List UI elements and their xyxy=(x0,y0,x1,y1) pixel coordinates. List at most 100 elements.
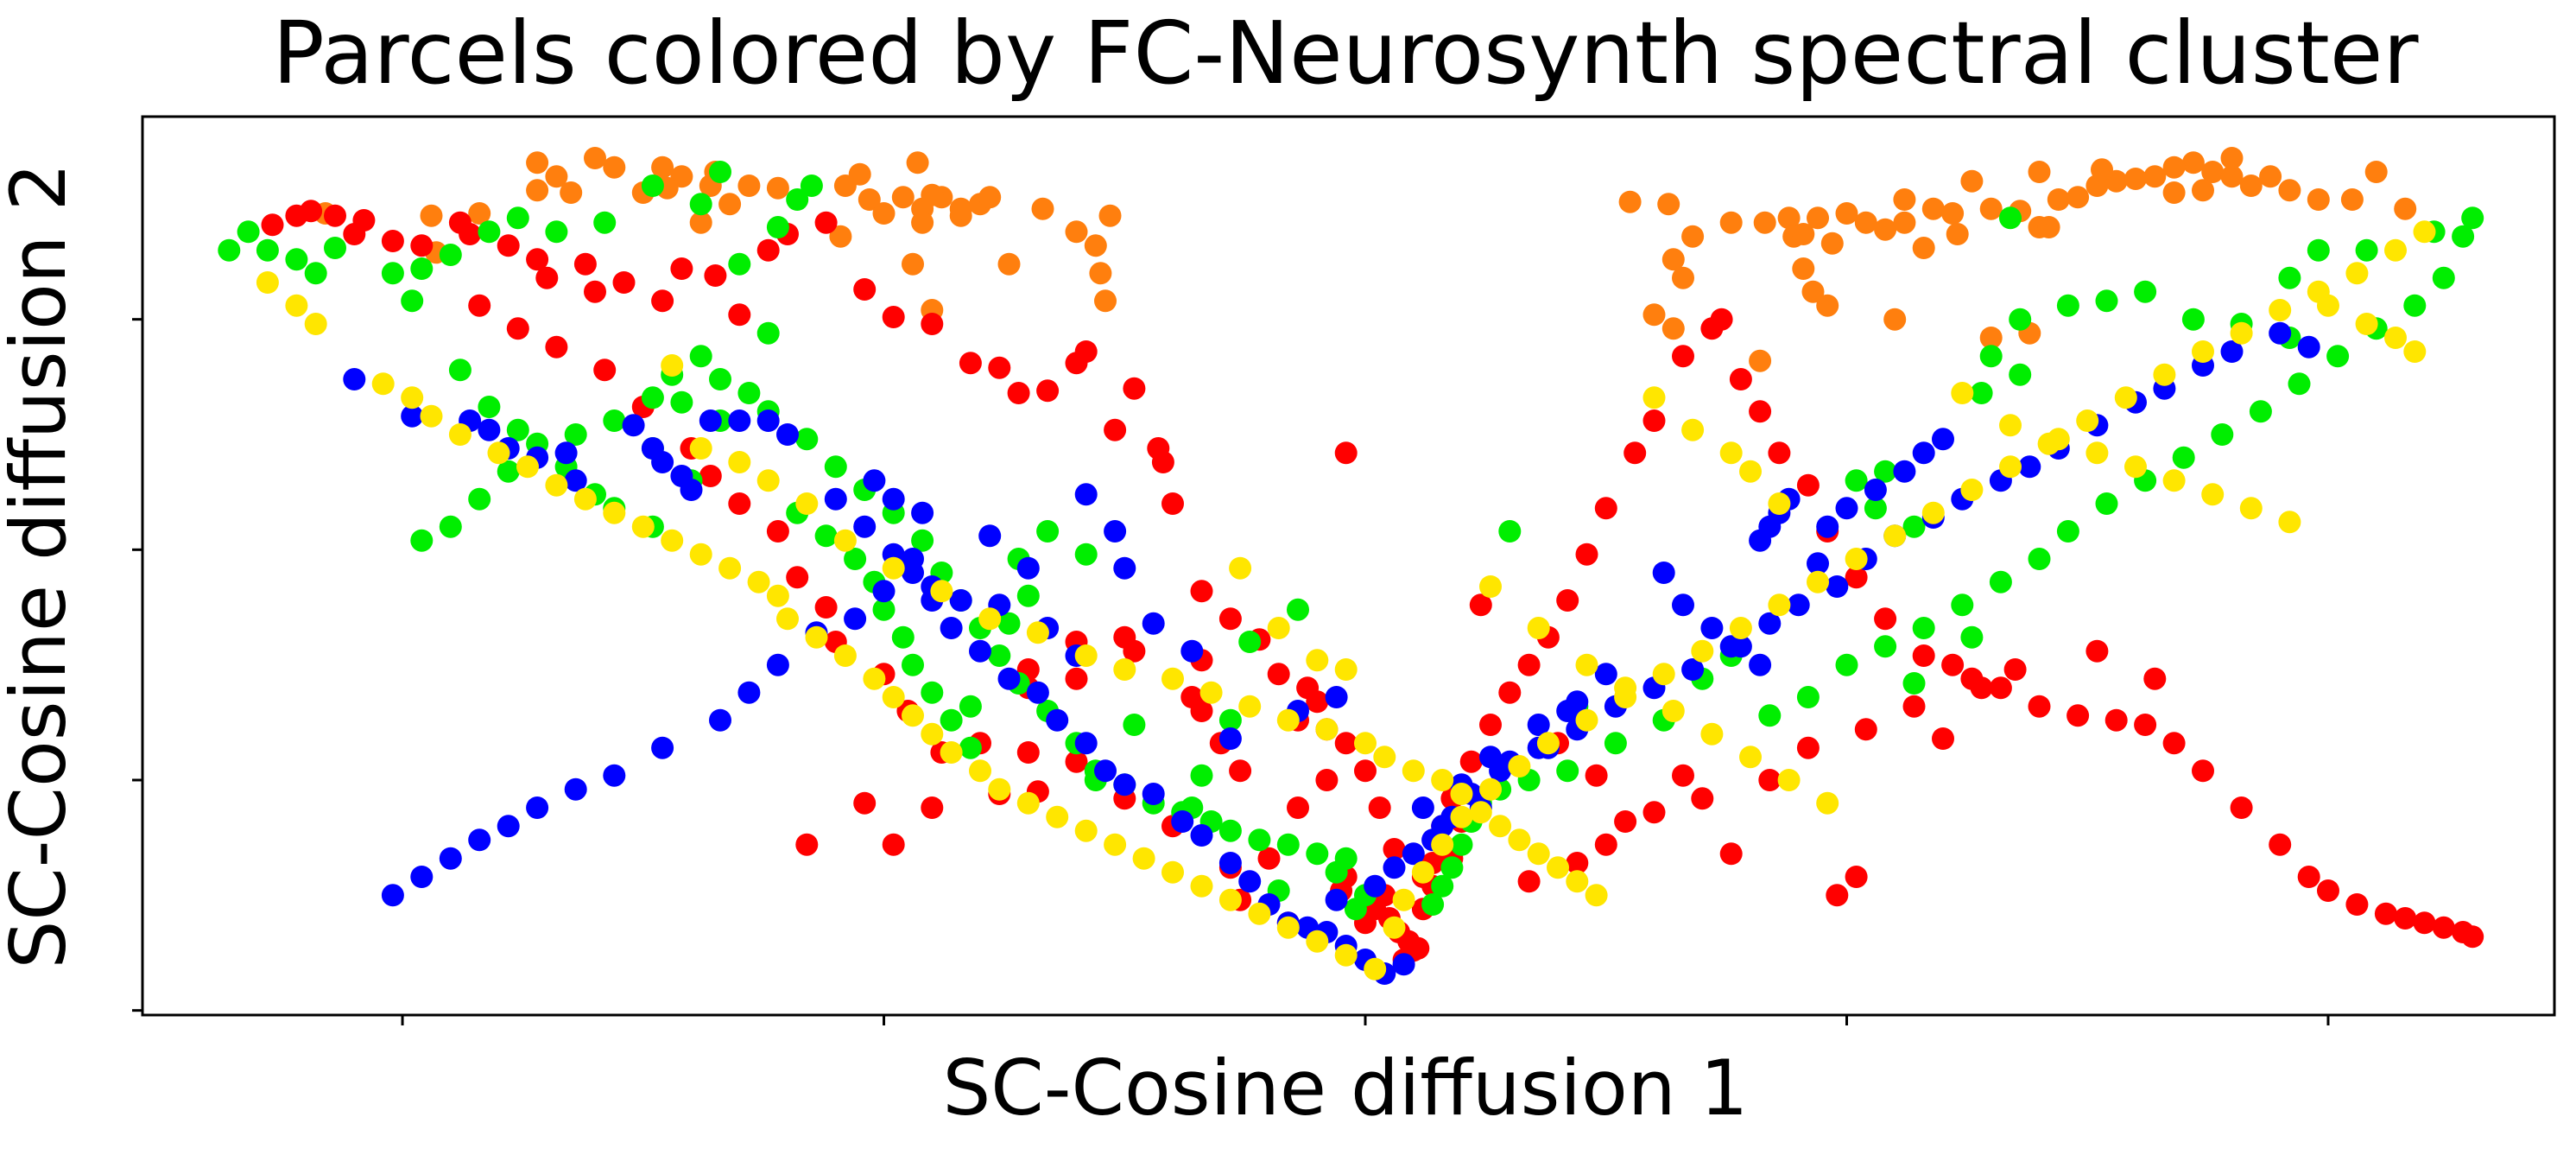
data-point-blue xyxy=(1171,810,1194,833)
data-point-orange xyxy=(2307,188,2330,211)
data-point-orange xyxy=(1065,220,1088,244)
data-point-orange xyxy=(468,202,491,225)
data-point-blue xyxy=(401,404,424,428)
data-point-green xyxy=(545,220,568,244)
data-point-yellow xyxy=(1575,653,1598,676)
data-point-green xyxy=(800,175,823,197)
data-point-red xyxy=(651,289,674,313)
data-point-red xyxy=(545,335,568,359)
data-point-red xyxy=(1970,676,1993,700)
data-point-orange xyxy=(2278,179,2301,202)
data-point-red xyxy=(2432,916,2455,939)
data-point-red xyxy=(1845,566,1868,589)
data-point-green xyxy=(1979,345,2003,368)
data-point-yellow xyxy=(516,455,539,479)
data-point-orange xyxy=(1979,327,2003,349)
data-point-red xyxy=(853,791,877,815)
data-point-green xyxy=(2095,492,2118,515)
data-point-yellow xyxy=(1161,667,1184,690)
data-point-yellow xyxy=(1104,833,1127,856)
data-point-red xyxy=(2374,902,2397,925)
data-point-red xyxy=(2297,866,2320,888)
data-point-red xyxy=(1642,409,1666,432)
data-point-blue xyxy=(1864,479,1887,501)
data-point-yellow xyxy=(833,529,857,552)
data-point-blue xyxy=(949,589,972,612)
data-point-green xyxy=(1325,860,1348,884)
data-point-yellow xyxy=(921,722,944,746)
data-point-yellow xyxy=(1248,902,1271,925)
data-point-yellow xyxy=(2413,220,2436,244)
data-point-orange xyxy=(560,181,583,204)
data-point-red xyxy=(1874,607,1897,631)
data-point-blue xyxy=(1758,612,1782,635)
data-point-orange xyxy=(2181,151,2205,175)
data-point-blue xyxy=(1364,874,1387,898)
data-point-orange xyxy=(2091,158,2113,181)
data-point-red xyxy=(2230,796,2253,819)
data-point-orange xyxy=(1661,248,1685,271)
data-point-red xyxy=(1594,833,1617,856)
data-point-blue xyxy=(439,847,462,870)
data-point-yellow xyxy=(1161,860,1184,884)
data-point-blue xyxy=(940,617,963,639)
data-point-green xyxy=(737,382,761,404)
data-point-yellow xyxy=(718,556,742,580)
data-point-blue xyxy=(1074,732,1098,755)
data-point-yellow xyxy=(1132,847,1155,870)
data-point-yellow xyxy=(2269,299,2292,321)
data-point-green xyxy=(1440,856,1464,879)
data-point-blue xyxy=(343,368,366,390)
data-point-yellow xyxy=(1845,548,1868,570)
data-point-yellow xyxy=(1739,460,1762,483)
data-point-green xyxy=(959,736,982,759)
data-point-blue xyxy=(603,764,626,787)
data-point-red xyxy=(1941,653,1965,676)
data-point-green xyxy=(1450,833,1473,856)
data-point-yellow xyxy=(1450,805,1473,828)
data-point-yellow xyxy=(603,501,626,524)
data-point-red xyxy=(2134,714,2157,736)
data-point-orange xyxy=(1893,188,1916,211)
data-point-orange xyxy=(911,211,934,234)
data-point-orange xyxy=(1098,204,1122,227)
data-point-red xyxy=(381,230,404,252)
data-point-green xyxy=(872,598,896,621)
data-point-orange xyxy=(420,204,443,227)
data-point-green xyxy=(1556,759,1579,783)
data-point-red xyxy=(324,204,346,227)
data-point-blue xyxy=(1729,635,1752,658)
data-point-green xyxy=(2452,225,2475,248)
data-point-orange xyxy=(2066,186,2090,209)
data-point-red xyxy=(1065,750,1088,773)
data-point-green xyxy=(921,681,944,704)
data-point-blue xyxy=(1912,441,1935,465)
data-point-yellow xyxy=(1046,805,1069,828)
data-point-yellow xyxy=(1334,943,1358,967)
data-point-green xyxy=(324,237,346,259)
data-point-red xyxy=(2003,658,2027,681)
data-point-yellow xyxy=(2192,340,2214,363)
data-point-red xyxy=(814,211,838,234)
data-point-red xyxy=(2394,907,2417,930)
data-point-green xyxy=(506,206,529,230)
data-point-red xyxy=(1729,368,1752,390)
data-point-orange xyxy=(1941,202,1965,225)
data-point-green xyxy=(959,695,982,718)
data-point-green xyxy=(478,396,501,418)
data-point-yellow xyxy=(1479,575,1502,598)
y-axis-label: SC-Cosine diffusion 2 xyxy=(0,162,83,968)
data-point-green xyxy=(218,238,241,262)
data-point-orange xyxy=(1661,317,1685,340)
data-point-red xyxy=(882,833,905,856)
data-point-blue xyxy=(468,828,491,852)
data-point-orange xyxy=(2162,155,2186,179)
data-point-blue xyxy=(1142,783,1165,805)
data-point-yellow xyxy=(1585,884,1608,907)
data-point-red xyxy=(795,833,819,856)
data-point-red xyxy=(1407,936,1430,960)
data-point-yellow xyxy=(1190,874,1213,898)
data-point-yellow xyxy=(1218,888,1242,911)
data-point-blue xyxy=(1190,824,1213,847)
data-point-yellow xyxy=(1661,700,1685,722)
